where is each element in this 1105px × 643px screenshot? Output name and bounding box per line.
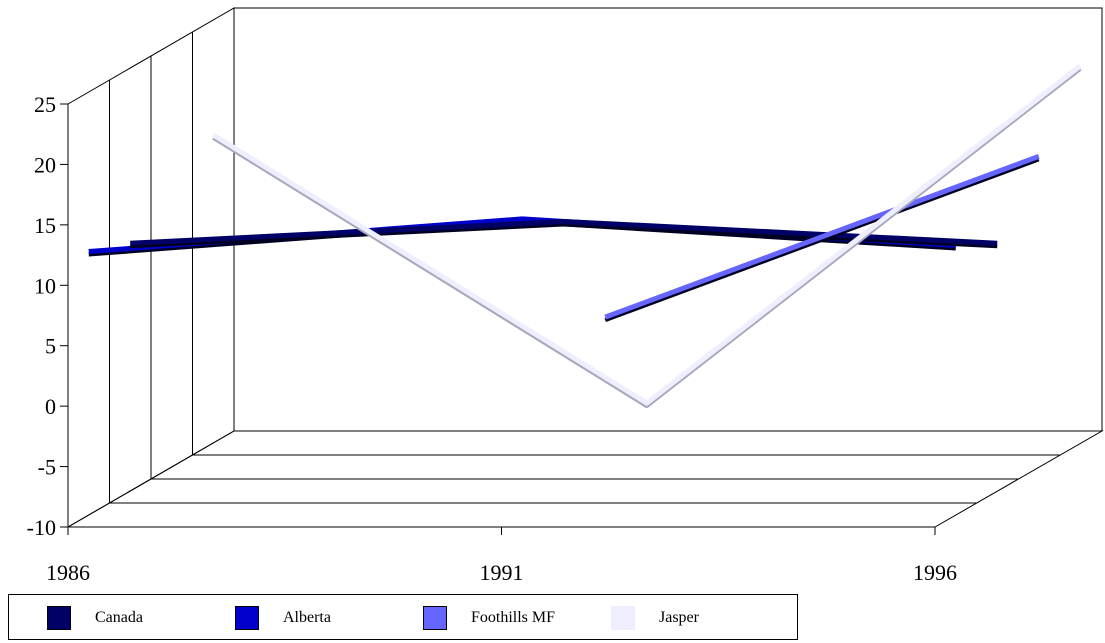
legend-item-canada: Canada [47,605,143,631]
back-wall [233,7,1103,432]
series-lines [88,63,1082,409]
y-tick-label: 5 [45,334,56,359]
axis-ticks: 25 20 15 10 5 0 -5 -10 1986 1991 1996 [27,92,957,585]
series-line [130,218,998,246]
legend-item-alberta: Alberta [235,605,331,631]
x-tick-label: 1996 [913,560,957,585]
legend-item-jasper: Jasper [611,605,699,631]
series-jasper [211,63,1082,409]
series-line [211,63,1082,406]
x-tick-label: 1991 [480,560,524,585]
series-line-shadow [130,222,998,249]
legend: Canada Alberta Foothills MF Jasper [8,594,798,640]
series-foothills-mf [604,154,1040,323]
series-line [604,154,1040,320]
y-tick-label: 10 [34,273,56,298]
legend-label: Alberta [283,609,331,626]
legend-swatch [423,606,447,630]
floor [66,430,1104,528]
y-tick-label: 15 [34,213,56,238]
series-canada [130,218,998,249]
series-line-shadow [604,157,1040,323]
legend-swatch [235,606,259,630]
x-tick-label: 1986 [46,560,90,585]
y-tick-label: -5 [38,455,56,480]
legend-item-foothills-mf: Foothills MF [423,605,555,631]
y-tick-label: 20 [34,152,56,177]
legend-label: Canada [95,609,143,626]
legend-label: Foothills MF [471,609,556,626]
legend-swatch [47,606,71,630]
y-tick-label: 0 [45,394,56,419]
y-tick-label: 25 [34,92,56,117]
y-tick-label: -10 [27,515,56,540]
chart-walls [66,7,1104,528]
legend-label: Jasper [659,609,699,626]
legend-swatch [611,606,635,630]
chart: 25 20 15 10 5 0 -5 -10 1986 1991 1996 [27,7,1104,585]
